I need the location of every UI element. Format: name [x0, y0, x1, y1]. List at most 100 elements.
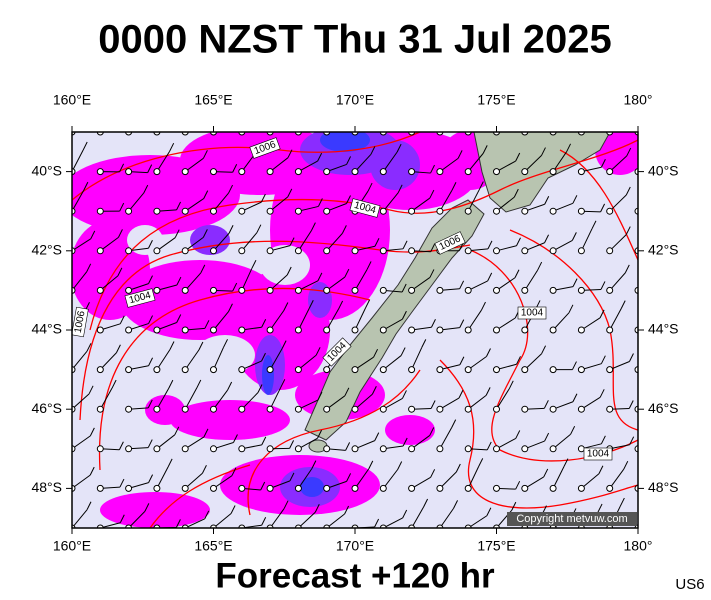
- barb-feather: [365, 299, 370, 309]
- barb-staff: [524, 353, 542, 370]
- lon-label: 180°: [624, 92, 653, 108]
- barb-staff: [326, 233, 343, 252]
- station: [323, 445, 331, 453]
- station: [294, 247, 302, 255]
- station: [266, 286, 274, 294]
- barb-feather: [486, 507, 492, 516]
- barb-feather: [600, 355, 606, 364]
- station: [436, 405, 444, 413]
- barb-staff: [496, 132, 498, 133]
- barb-staff: [581, 132, 583, 133]
- barb-feather: [148, 315, 153, 324]
- station: [436, 366, 444, 374]
- barb-feather: [567, 104, 571, 112]
- station: [210, 484, 217, 492]
- barb-staff: [269, 196, 289, 212]
- barb-feather: [223, 339, 228, 348]
- barb-staff: [298, 354, 317, 370]
- barb-feather: [657, 429, 661, 437]
- barb-feather: [515, 152, 521, 162]
- barb-staff: [184, 518, 205, 528]
- barb-feather: [120, 114, 124, 122]
- barb-staff: [637, 289, 638, 291]
- station: [181, 366, 189, 374]
- station: [408, 445, 416, 453]
- barb-feather: [374, 432, 380, 441]
- barb-feather: [485, 387, 491, 396]
- station: [323, 484, 331, 492]
- station: [493, 247, 500, 255]
- barb-staff: [326, 395, 346, 410]
- station: [153, 286, 161, 294]
- barb-feather: [366, 261, 372, 270]
- barb-feather: [86, 263, 92, 273]
- barb-staff: [467, 394, 487, 410]
- barb-staff: [467, 466, 480, 489]
- barb-staff: [382, 192, 399, 212]
- station: [210, 326, 217, 334]
- barb-staff: [609, 234, 627, 252]
- barb-staff: [185, 132, 187, 133]
- lon-label: 165°E: [194, 92, 232, 108]
- barb-feather: [119, 478, 125, 488]
- barb-feather: [148, 275, 153, 284]
- barb-staff: [552, 239, 573, 252]
- barb-staff: [439, 157, 459, 173]
- station: [238, 168, 246, 176]
- barb-feather: [656, 190, 660, 198]
- model-code: US6: [675, 576, 704, 593]
- barb-feather: [402, 509, 408, 519]
- barb-staff: [552, 151, 567, 172]
- barb-feather: [482, 145, 488, 154]
- barb-staff: [467, 309, 482, 331]
- barb-staff: [156, 150, 171, 172]
- station: [238, 405, 246, 413]
- barb-feather: [563, 458, 569, 467]
- barb-feather: [228, 184, 234, 194]
- station: [408, 326, 416, 334]
- barb-staff: [99, 387, 113, 410]
- station: [210, 366, 217, 374]
- barb-feather: [203, 111, 207, 119]
- barb-feather: [543, 468, 549, 478]
- barb-staff: [382, 469, 399, 489]
- land: [304, 132, 611, 453]
- barb-staff: [552, 312, 570, 331]
- station: [606, 168, 614, 176]
- barb-feather: [459, 356, 465, 365]
- station: [323, 286, 331, 294]
- barb-feather: [625, 226, 631, 235]
- barb-feather: [478, 181, 484, 190]
- barb-staff: [72, 509, 88, 528]
- barb-staff: [638, 113, 652, 132]
- station: [96, 326, 104, 334]
- station: [238, 445, 246, 453]
- barb-feather: [421, 339, 427, 348]
- station: [96, 247, 104, 255]
- station: [521, 286, 529, 294]
- station: [606, 405, 614, 413]
- station: [266, 445, 274, 453]
- station: [606, 484, 614, 492]
- station: [351, 326, 359, 334]
- barb-feather: [261, 352, 266, 362]
- barb-feather: [287, 149, 293, 158]
- barb-staff: [496, 277, 516, 291]
- station: [521, 445, 529, 453]
- barb-staff: [326, 308, 340, 331]
- barb-staff: [213, 389, 229, 410]
- barb-staff: [213, 132, 215, 133]
- barb-staff: [184, 236, 204, 252]
- station: [549, 445, 557, 453]
- station: [294, 445, 302, 453]
- barb-feather: [175, 519, 181, 528]
- barb-staff: [496, 196, 515, 212]
- station: [210, 405, 217, 413]
- barb-feather: [371, 107, 375, 115]
- station: [266, 247, 274, 255]
- barb-feather: [430, 400, 436, 409]
- barb-feather: [204, 510, 210, 520]
- barb-feather: [345, 442, 351, 451]
- station: [379, 168, 387, 176]
- barb-feather: [83, 181, 89, 191]
